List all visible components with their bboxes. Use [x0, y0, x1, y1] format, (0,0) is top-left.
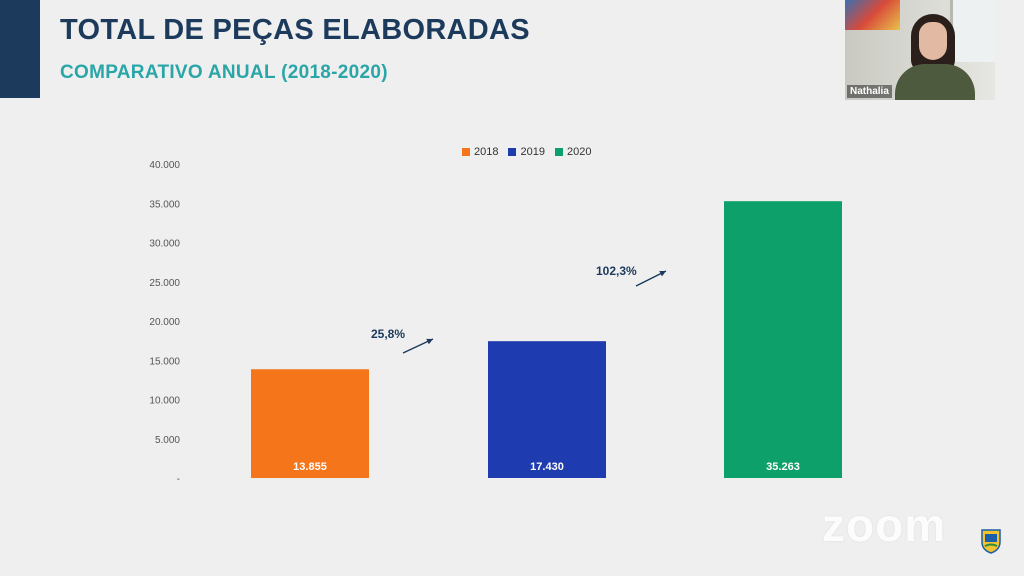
- bar-value-label-2018: 13.855: [293, 461, 327, 473]
- y-tick-label: 30.000: [149, 239, 180, 250]
- legend-item-2019: 2019: [508, 146, 545, 158]
- legend-item-2020: 2020: [554, 146, 592, 158]
- y-tick-label: 10.000: [149, 396, 180, 407]
- bar-value-label-2020: 35.263: [766, 461, 800, 473]
- zoom-watermark: zoom: [822, 499, 947, 551]
- bar-value-label-2019: 17.430: [530, 461, 564, 473]
- y-tick-label: 25.000: [149, 278, 180, 289]
- participant-face: [919, 22, 947, 60]
- legend-item-2018: 2018: [462, 146, 498, 158]
- participant-name-label: Nathalia: [847, 85, 892, 98]
- participant-body: [895, 64, 975, 100]
- bar-2018: [251, 369, 369, 478]
- legend-swatch-2018: [462, 148, 470, 156]
- crest-icon: [981, 529, 1001, 554]
- growth-arrow-head: [659, 271, 666, 277]
- y-tick-label: 35.000: [149, 199, 180, 210]
- slide-subtitle: COMPARATIVO ANUAL (2018-2020): [60, 62, 388, 83]
- y-tick-label: 20.000: [149, 317, 180, 328]
- bar-2019: [488, 341, 606, 478]
- growth-annotation: 102,3%: [596, 264, 637, 278]
- accent-bar: [0, 0, 40, 98]
- legend-swatch-2020: [554, 148, 563, 156]
- video-window: [950, 0, 995, 62]
- y-tick-label: -: [177, 474, 180, 485]
- y-tick-label: 15.000: [149, 356, 180, 367]
- legend-label-2018: 2018: [474, 146, 499, 158]
- bar-2020: [724, 201, 842, 478]
- legend-label-2019: 2019: [520, 146, 545, 158]
- y-tick-label: 5.000: [155, 435, 180, 446]
- video-poster: [845, 0, 900, 30]
- chart-legend: 2018 2019 2020: [462, 146, 591, 158]
- slide-title: TOTAL DE PEÇAS ELABORADAS: [60, 14, 530, 46]
- growth-annotation: 25,8%: [371, 327, 405, 341]
- legend-label-2020: 2020: [566, 146, 592, 158]
- participant-video[interactable]: Nathalia: [845, 0, 995, 100]
- y-tick-label: 40.000: [149, 160, 180, 171]
- growth-arrow-head: [426, 338, 433, 345]
- legend-swatch-2019: [508, 148, 517, 156]
